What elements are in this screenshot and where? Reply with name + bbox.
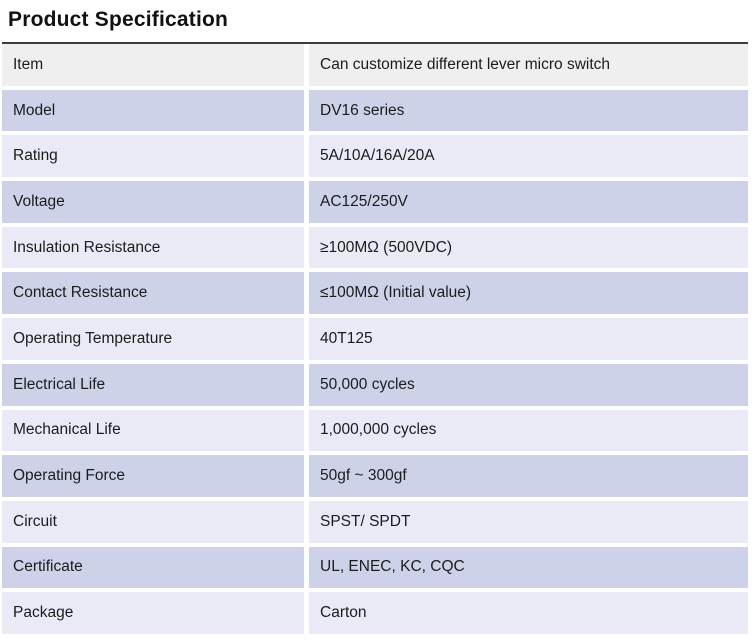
spec-value: SPST/ SPDT: [309, 500, 748, 543]
spec-row-mechanical-life: Mechanical Life 1,000,000 cycles: [2, 409, 748, 452]
page-title: Product Specification: [8, 8, 229, 31]
spec-value: ≥100MΩ (500VDC): [309, 226, 748, 269]
spec-label: Mechanical Life: [2, 409, 304, 452]
spec-row-operating-force: Operating Force 50gf ~ 300gf: [2, 455, 748, 497]
spec-value: UL, ENEC, KC, CQC: [309, 546, 748, 589]
spec-row-circuit: Circuit SPST/ SPDT: [2, 500, 748, 543]
spec-label: Model: [2, 89, 304, 132]
spec-row-electrical-life: Electrical Life 50,000 cycles: [2, 363, 748, 406]
product-spec-page: Product Specification Item Can customize…: [0, 7, 754, 644]
spec-row-package: Package Carton: [2, 592, 748, 634]
spec-table: Item Can customize different lever micro…: [2, 42, 748, 634]
spec-row-insulation-resistance: Insulation Resistance ≥100MΩ (500VDC): [2, 226, 748, 269]
spec-label: Electrical Life: [2, 363, 304, 406]
spec-row-item: Item Can customize different lever micro…: [2, 44, 748, 86]
spec-row-contact-resistance: Contact Resistance ≤100MΩ (Initial value…: [2, 272, 748, 315]
spec-value: 40T125: [309, 318, 748, 360]
spec-row-model: Model DV16 series: [2, 89, 748, 132]
spec-label: Package: [2, 592, 304, 634]
spec-row-operating-temperature: Operating Temperature 40T125: [2, 318, 748, 360]
spec-label: Insulation Resistance: [2, 226, 304, 269]
spec-label: Contact Resistance: [2, 272, 304, 315]
spec-label: Item: [2, 44, 304, 86]
spec-label: Operating Temperature: [2, 318, 304, 360]
spec-value: 5A/10A/16A/20A: [309, 135, 748, 178]
spec-value: 50gf ~ 300gf: [309, 455, 748, 497]
spec-row-voltage: Voltage AC125/250V: [2, 181, 748, 223]
spec-row-certificate: Certificate UL, ENEC, KC, CQC: [2, 546, 748, 589]
spec-value: Can customize different lever micro swit…: [309, 44, 748, 86]
spec-label: Operating Force: [2, 455, 304, 497]
spec-value: Carton: [309, 592, 748, 634]
spec-value: ≤100MΩ (Initial value): [309, 272, 748, 315]
spec-label: Circuit: [2, 500, 304, 543]
spec-label: Rating: [2, 135, 304, 178]
spec-value: 50,000 cycles: [309, 363, 748, 406]
spec-value: DV16 series: [309, 89, 748, 132]
spec-value: 1,000,000 cycles: [309, 409, 748, 452]
spec-value: AC125/250V: [309, 181, 748, 223]
spec-label: Voltage: [2, 181, 304, 223]
spec-label: Certificate: [2, 546, 304, 589]
spec-row-rating: Rating 5A/10A/16A/20A: [2, 135, 748, 178]
